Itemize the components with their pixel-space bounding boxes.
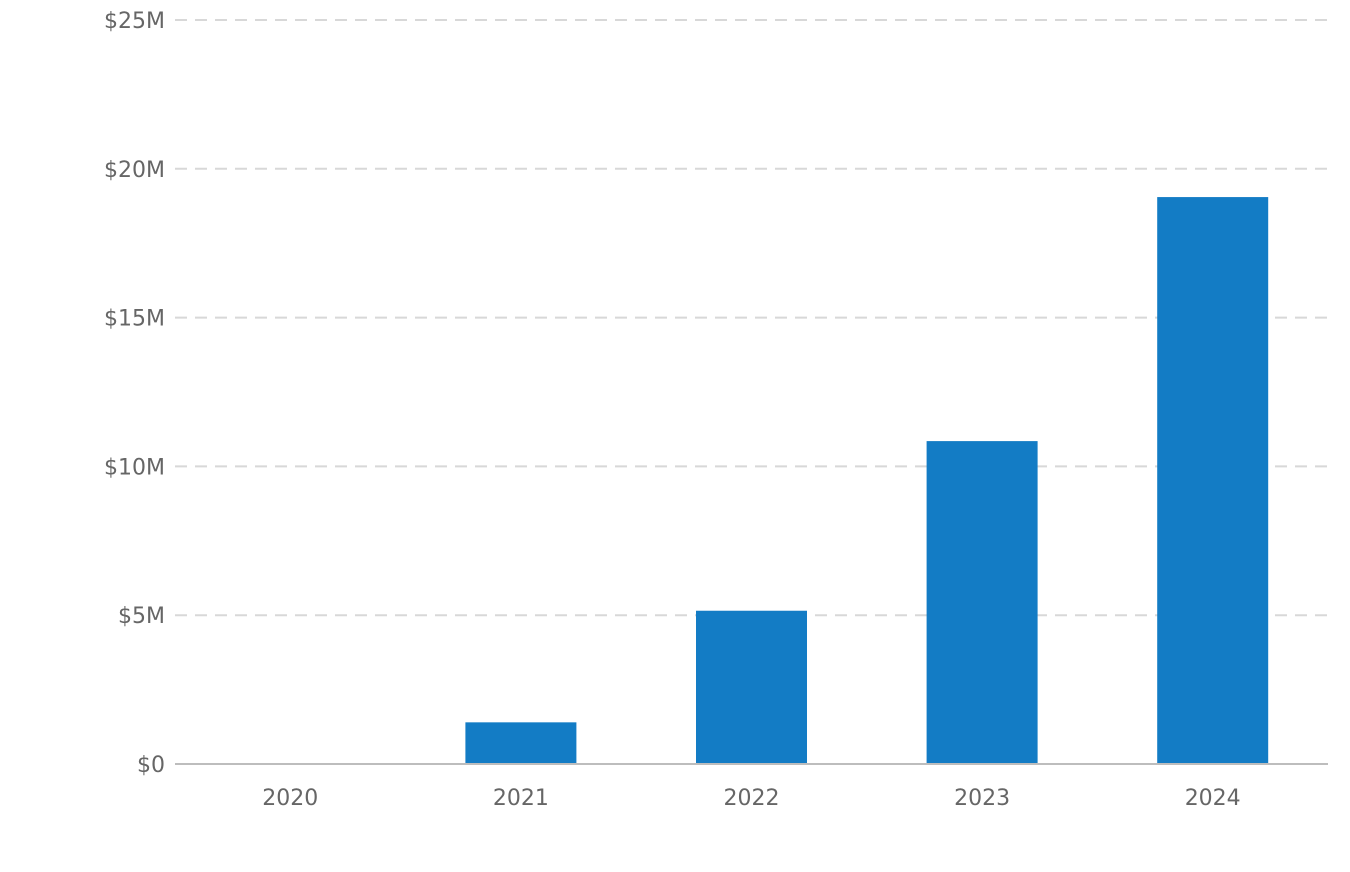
bar <box>696 610 807 763</box>
x-tick-label: 2020 <box>262 786 318 811</box>
x-tick-label: 2022 <box>724 786 780 811</box>
x-tick-label: 2023 <box>954 786 1010 811</box>
bar <box>1157 197 1269 763</box>
x-axis-tick-labels: 2020 2021 2022 2023 2024 <box>262 786 1240 811</box>
y-tick-label: $5M <box>118 604 165 629</box>
x-tick-label: 2021 <box>493 786 549 811</box>
y-tick-label: $15M <box>104 307 165 332</box>
y-tick-label: $10M <box>104 455 165 480</box>
gridlines <box>175 19 1328 617</box>
bars <box>465 197 1269 763</box>
y-axis-tick-labels: $0 $5M $10M $15M $20M $25M <box>104 9 165 778</box>
y-tick-label: $20M <box>104 158 165 183</box>
x-tick-label: 2024 <box>1185 786 1241 811</box>
y-tick-label: $0 <box>137 753 165 778</box>
y-tick-label: $25M <box>104 9 165 34</box>
bar <box>926 441 1038 763</box>
bar <box>465 722 577 763</box>
